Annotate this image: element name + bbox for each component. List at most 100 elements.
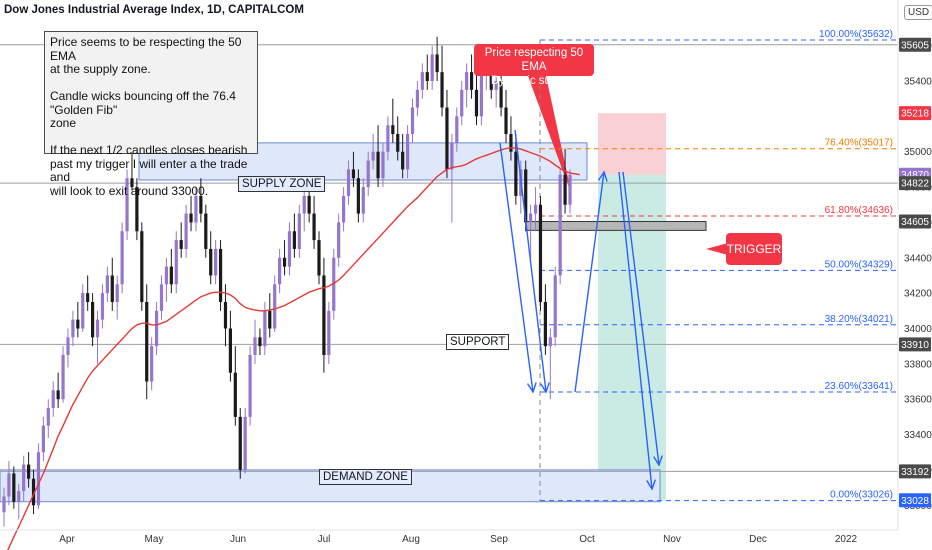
candle-body	[100, 293, 105, 320]
candle	[223, 284, 228, 347]
candle-body	[509, 134, 513, 152]
candle	[150, 337, 154, 391]
candle	[415, 81, 420, 117]
candle	[194, 187, 198, 232]
candle	[538, 195, 543, 311]
candle-body	[322, 275, 326, 355]
candle-body	[268, 310, 272, 329]
candle	[327, 301, 331, 364]
candle-body	[95, 319, 100, 338]
candle-body	[391, 125, 395, 135]
price-tag	[899, 106, 931, 121]
candle-body	[381, 151, 385, 179]
candle-body	[253, 337, 257, 355]
candle-body	[376, 151, 380, 179]
candle-body	[346, 169, 351, 196]
candle-body	[105, 275, 109, 294]
candle	[189, 195, 193, 232]
candle	[174, 231, 178, 294]
candle	[405, 125, 410, 179]
candle	[469, 54, 474, 99]
y-tick-label: 33800	[904, 359, 932, 370]
candle-body	[337, 222, 341, 258]
candle	[287, 222, 292, 276]
candle	[71, 310, 75, 347]
candle	[342, 187, 346, 232]
currency-badge[interactable]: USD	[904, 5, 932, 20]
candle-body	[273, 284, 277, 329]
x-tick-label: Oct	[579, 534, 595, 545]
candle-body	[543, 301, 547, 347]
x-tick-label: Dec	[749, 534, 767, 545]
candle	[17, 484, 21, 520]
support-label: SUPPORT	[446, 334, 510, 350]
candle	[164, 257, 169, 302]
arrow-rally-head	[597, 170, 608, 182]
candle	[27, 452, 31, 488]
stop-loss-zone	[598, 113, 666, 175]
candle-body	[405, 134, 410, 170]
candle	[41, 416, 45, 462]
candle-body	[199, 195, 203, 214]
candle-body	[12, 473, 16, 502]
candle-body	[189, 213, 193, 223]
candle	[140, 222, 144, 311]
candle-body	[425, 72, 429, 82]
candle	[90, 293, 95, 347]
trigger-zone	[525, 221, 707, 231]
candle-body	[538, 204, 543, 302]
candle-body	[164, 266, 169, 285]
candle	[51, 381, 55, 417]
candle-body	[27, 464, 31, 479]
candle-body	[110, 275, 114, 302]
x-tick-label: Nov	[663, 534, 681, 545]
y-tick-label: 34000	[904, 324, 932, 335]
fib-level-label: 23.60%(33641)	[825, 381, 893, 392]
candle	[371, 134, 375, 170]
candle	[233, 346, 237, 426]
x-tick-label: Jun	[230, 534, 246, 545]
candle-body	[81, 293, 85, 329]
fib-level-label: 100.00%(35632)	[819, 29, 893, 40]
ema-callout-pointer	[528, 76, 572, 196]
arrow-target-2	[622, 171, 660, 466]
candle	[366, 151, 370, 196]
candle	[445, 89, 449, 179]
candle	[494, 72, 498, 108]
y-tick-label: 34400	[904, 253, 932, 264]
candle-body	[36, 452, 41, 506]
candle-body	[317, 240, 321, 276]
candle-body	[563, 174, 567, 205]
supply-zone-label: SUPPLY ZONE	[238, 176, 326, 192]
candle	[391, 98, 395, 143]
y-tick-label: 35400	[904, 77, 932, 88]
price-tag	[899, 214, 931, 229]
candle-body	[179, 240, 183, 249]
candle-body	[361, 187, 365, 214]
candle-body	[455, 116, 459, 143]
candle	[346, 160, 351, 205]
candle	[282, 240, 287, 276]
candle	[440, 45, 444, 117]
arrow-drop-1	[499, 142, 534, 393]
candle-body	[150, 346, 154, 382]
candle	[31, 469, 36, 515]
candle	[548, 328, 552, 400]
ema-callout: Price respecting 50 EMA Dynamic support	[474, 44, 594, 87]
candle-body	[41, 425, 45, 453]
candle-body	[214, 248, 218, 276]
candle-body	[327, 310, 331, 355]
candle-body	[351, 169, 356, 179]
candle	[154, 301, 159, 355]
candle	[401, 134, 405, 179]
demand-zone-label: DEMAND ZONE	[319, 469, 412, 485]
candle-body	[430, 54, 434, 82]
candle	[199, 178, 203, 223]
candle	[455, 107, 459, 152]
candle	[12, 466, 16, 509]
candle-body	[494, 81, 498, 90]
candle-body	[533, 204, 538, 214]
candle-body	[7, 473, 11, 497]
candle-body	[56, 390, 60, 400]
